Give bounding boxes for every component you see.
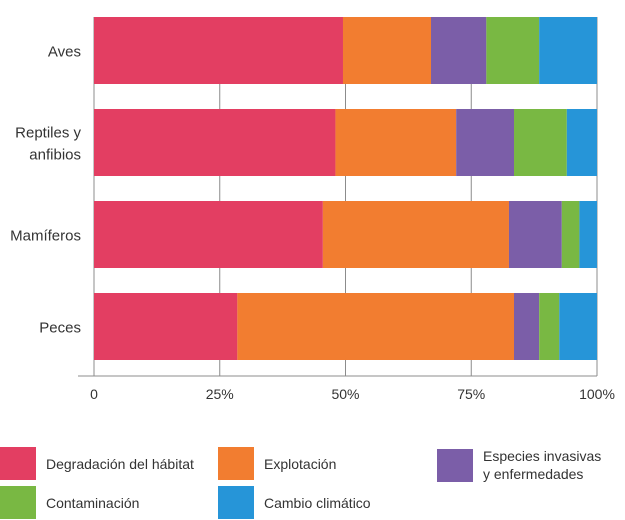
bar-peces-contaminacion — [539, 293, 560, 360]
category-label-reptiles-y-anfibios: Reptiles y anfibios — [15, 125, 81, 164]
x-tick-label-50: 50% — [331, 386, 359, 402]
x-tick-label-75: 75% — [457, 386, 485, 402]
legend-label-cambio-climatico: Cambio climático — [264, 494, 371, 511]
category-labels: Aves Reptiles y anfibios Mamíferos Peces — [10, 44, 81, 337]
legend-label-especies-invasivas: Especies invasivas y enfermedades — [483, 448, 602, 482]
bar-reptiles-y-anfibios-degradacion-del-habitat — [94, 109, 336, 176]
x-axis: 0 25% 50% 75% 100% — [78, 375, 615, 402]
category-label-mamiferos: Mamíferos — [10, 228, 81, 245]
legend-item-contaminacion: Contaminación — [0, 486, 139, 519]
legend-item-especies-invasivas: Especies invasivas y enfermedades — [437, 447, 601, 483]
x-tick-label-25: 25% — [206, 386, 234, 402]
bar-aves-cambio-climatico — [539, 17, 597, 84]
legend-item-explotacion: Explotación — [218, 447, 336, 480]
legend-item-degradacion: Degradación del hábitat — [0, 447, 194, 480]
bar-reptiles-y-anfibios-especies-invasivas-y-enfermedades — [456, 109, 515, 176]
bar-peces-cambio-climatico — [559, 293, 597, 360]
bar-mamiferos-explotacion — [322, 201, 509, 268]
legend-label-contaminacion: Contaminación — [46, 494, 140, 511]
legend-swatch-degradacion — [0, 447, 36, 480]
bar-peces-degradacion-del-habitat — [94, 293, 238, 360]
stacked-bar-chart: 0 25% 50% 75% 100% Aves Reptiles y anfibios Mam… — [10, 17, 615, 402]
legend-item-cambio-climatico: Cambio climático — [218, 486, 371, 519]
legend-label-degradacion: Degradación del hábitat — [46, 455, 194, 472]
bar-reptiles-y-anfibios-contaminacion — [514, 109, 567, 176]
legend-swatch-contaminacion — [0, 486, 36, 519]
bar-reptiles-y-anfibios-cambio-climatico — [566, 109, 597, 176]
bar-mamiferos-cambio-climatico — [579, 201, 597, 268]
bar-reptiles-y-anfibios-explotacion — [335, 109, 457, 176]
bar-aves-contaminacion — [486, 17, 540, 84]
bar-peces-especies-invasivas-y-enfermedades — [514, 293, 540, 360]
bars — [94, 17, 597, 360]
bar-mamiferos-especies-invasivas-y-enfermedades — [508, 201, 562, 268]
bar-aves-explotacion — [342, 17, 432, 84]
category-label-aves: Aves — [48, 44, 81, 61]
bar-aves-degradacion-del-habitat — [94, 17, 343, 84]
legend-swatch-cambio-climatico — [218, 486, 254, 519]
bar-mamiferos-degradacion-del-habitat — [94, 201, 323, 268]
legend-swatch-especies-invasivas — [437, 448, 473, 482]
legend-label-explotacion: Explotación — [264, 455, 337, 472]
bar-aves-especies-invasivas-y-enfermedades — [431, 17, 487, 84]
category-label-peces: Peces — [39, 320, 81, 337]
bar-mamiferos-contaminacion — [561, 201, 580, 268]
bar-peces-explotacion — [237, 293, 515, 360]
legend: Degradación del hábitat Explotación Espe… — [0, 438, 625, 520]
x-tick-label-0: 0 — [90, 386, 98, 402]
legend-swatch-explotacion — [218, 447, 254, 480]
x-tick-label-100: 100% — [579, 386, 615, 402]
